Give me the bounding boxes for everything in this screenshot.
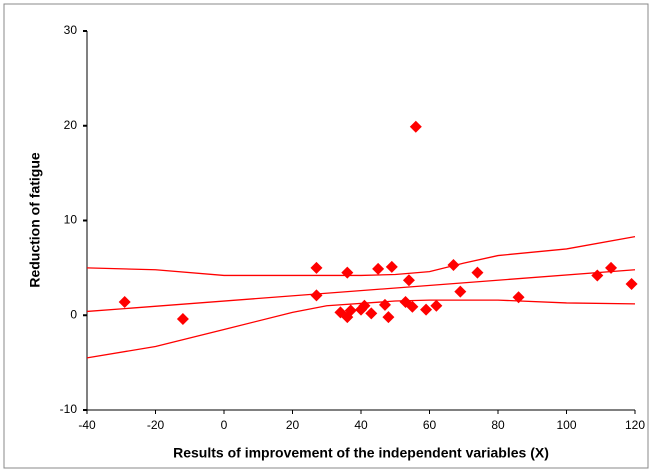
x-tick-label: 60: [423, 418, 437, 432]
point: [409, 120, 422, 133]
point: [310, 289, 323, 302]
x-tick-label: 100: [556, 418, 576, 432]
point: [310, 261, 323, 274]
x-tick-label: 80: [491, 418, 505, 432]
x-tick-label: 40: [354, 418, 368, 432]
point: [625, 277, 638, 290]
y-tick-label: -10: [60, 402, 78, 416]
point: [372, 262, 385, 275]
y-tick-label: 30: [64, 23, 78, 37]
point: [365, 307, 378, 320]
line: [86, 299, 636, 359]
point: [406, 300, 419, 313]
point: [382, 311, 395, 324]
y-tick-label: 20: [64, 118, 78, 132]
y-tick-label: 0: [70, 307, 77, 321]
point: [402, 274, 415, 287]
y-tick-label: 10: [64, 213, 78, 227]
x-tick-label: 0: [221, 418, 228, 432]
line: [86, 269, 636, 313]
x-tick-label: 20: [286, 418, 300, 432]
x-tick-label: -20: [147, 418, 165, 432]
line: [86, 235, 636, 277]
point: [454, 285, 467, 298]
x-tick-label: 120: [625, 418, 645, 432]
point: [118, 295, 131, 308]
point: [344, 304, 357, 317]
x-tick-label: -40: [78, 418, 96, 432]
point: [420, 303, 433, 316]
point: [385, 260, 398, 273]
point: [471, 266, 484, 279]
point: [430, 299, 443, 312]
y-axis-title: Reduction of fatigue: [27, 152, 43, 288]
x-axis-title: Results of improvement of the independen…: [173, 445, 549, 461]
point: [176, 313, 189, 326]
frame: [3, 3, 649, 469]
